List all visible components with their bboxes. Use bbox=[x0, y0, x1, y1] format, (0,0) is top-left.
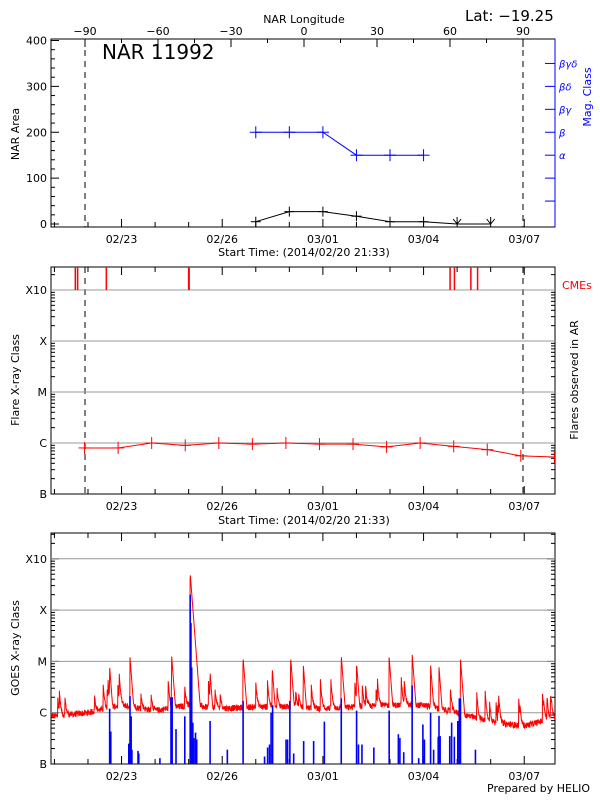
class-tick-label: X bbox=[39, 604, 47, 617]
flares-observed-axis-title: Flares observed in AR bbox=[568, 320, 581, 440]
date-tick-label: 03/01 bbox=[307, 770, 339, 783]
class-tick-label: X bbox=[39, 335, 47, 348]
panel2-xlabel: Start Time: (2014/02/20 21:33) bbox=[218, 514, 390, 527]
date-tick-label: 02/23 bbox=[106, 233, 138, 246]
longitude-tick-label: −30 bbox=[219, 25, 242, 38]
date-tick-label: 03/01 bbox=[307, 500, 339, 513]
flare-class-axis-title: Flare X-ray Class bbox=[9, 334, 22, 426]
area-y-tick-label: 100 bbox=[26, 172, 47, 185]
footer-credit: Prepared by HELIO bbox=[487, 782, 590, 795]
longitude-tick-label: 30 bbox=[370, 25, 384, 38]
chart-marks: 02/23 02/26 03/01 03/04 03/07 02/23 02/26 03/01… bbox=[25, 25, 577, 783]
panel1-xlabel: Start Time: (2014/02/20 21:33) bbox=[218, 246, 390, 259]
class-tick-label: B bbox=[39, 758, 47, 771]
area-line bbox=[255, 211, 491, 225]
date-tick-label: 03/07 bbox=[508, 500, 540, 513]
class-tick-label: M bbox=[38, 386, 48, 399]
longitude-tick-label: −60 bbox=[146, 25, 169, 38]
class-tick-label: X10 bbox=[25, 284, 47, 297]
region-title: NAR 11992 bbox=[102, 40, 215, 64]
panel-frame-1 bbox=[50, 38, 556, 228]
date-tick-label: 03/04 bbox=[408, 500, 440, 513]
mag-class-line bbox=[255, 131, 424, 156]
area-y-tick-label: 0 bbox=[40, 218, 47, 231]
cme-label: CMEs bbox=[562, 279, 592, 292]
class-tick-label: X10 bbox=[25, 553, 47, 566]
area-zero-marker bbox=[452, 217, 462, 225]
mag-class-label: βδ bbox=[558, 82, 572, 93]
latitude-label: Lat: −19.25 bbox=[465, 7, 554, 25]
longitude-tick-label: −90 bbox=[73, 25, 96, 38]
mag-class-label: β bbox=[558, 128, 566, 139]
date-tick-label: 02/26 bbox=[206, 233, 238, 246]
goes-class-axis-title: GOES X-ray Class bbox=[9, 600, 22, 696]
area-y-tick-label: 300 bbox=[26, 80, 47, 93]
longitude-tick-label: 60 bbox=[443, 25, 457, 38]
area-zero-marker bbox=[486, 217, 496, 225]
mag-class-label: α bbox=[559, 151, 566, 162]
class-tick-label: B bbox=[39, 488, 47, 501]
mag-class-label: βγ bbox=[558, 105, 572, 116]
date-tick-label: 03/07 bbox=[508, 233, 540, 246]
date-tick-label: 02/23 bbox=[106, 500, 138, 513]
date-tick-label: 02/23 bbox=[106, 770, 138, 783]
mag-class-axis-title: Mag. Class bbox=[581, 67, 594, 126]
class-tick-label: M bbox=[38, 655, 48, 668]
mag-class-label: βγδ bbox=[558, 59, 577, 70]
date-tick-label: 03/01 bbox=[307, 233, 339, 246]
class-tick-label: C bbox=[39, 437, 47, 450]
date-tick-label: 03/04 bbox=[408, 233, 440, 246]
top-axis-title: NAR Longitude bbox=[263, 13, 345, 26]
longitude-tick-label: 0 bbox=[301, 25, 308, 38]
date-tick-label: 03/04 bbox=[408, 770, 440, 783]
panel-frame-3 bbox=[50, 532, 556, 765]
date-tick-label: 02/26 bbox=[206, 770, 238, 783]
goes-xray-flux-line bbox=[50, 575, 556, 730]
date-tick-label: 02/26 bbox=[206, 500, 238, 513]
class-tick-label: C bbox=[39, 707, 47, 720]
panel-frame-2 bbox=[50, 266, 556, 495]
longitude-tick-label: 90 bbox=[516, 25, 530, 38]
area-y-tick-label: 400 bbox=[26, 35, 47, 48]
area-axis-title: NAR Area bbox=[9, 108, 22, 160]
area-y-tick-label: 200 bbox=[26, 126, 47, 139]
date-tick-label: 03/07 bbox=[508, 770, 540, 783]
